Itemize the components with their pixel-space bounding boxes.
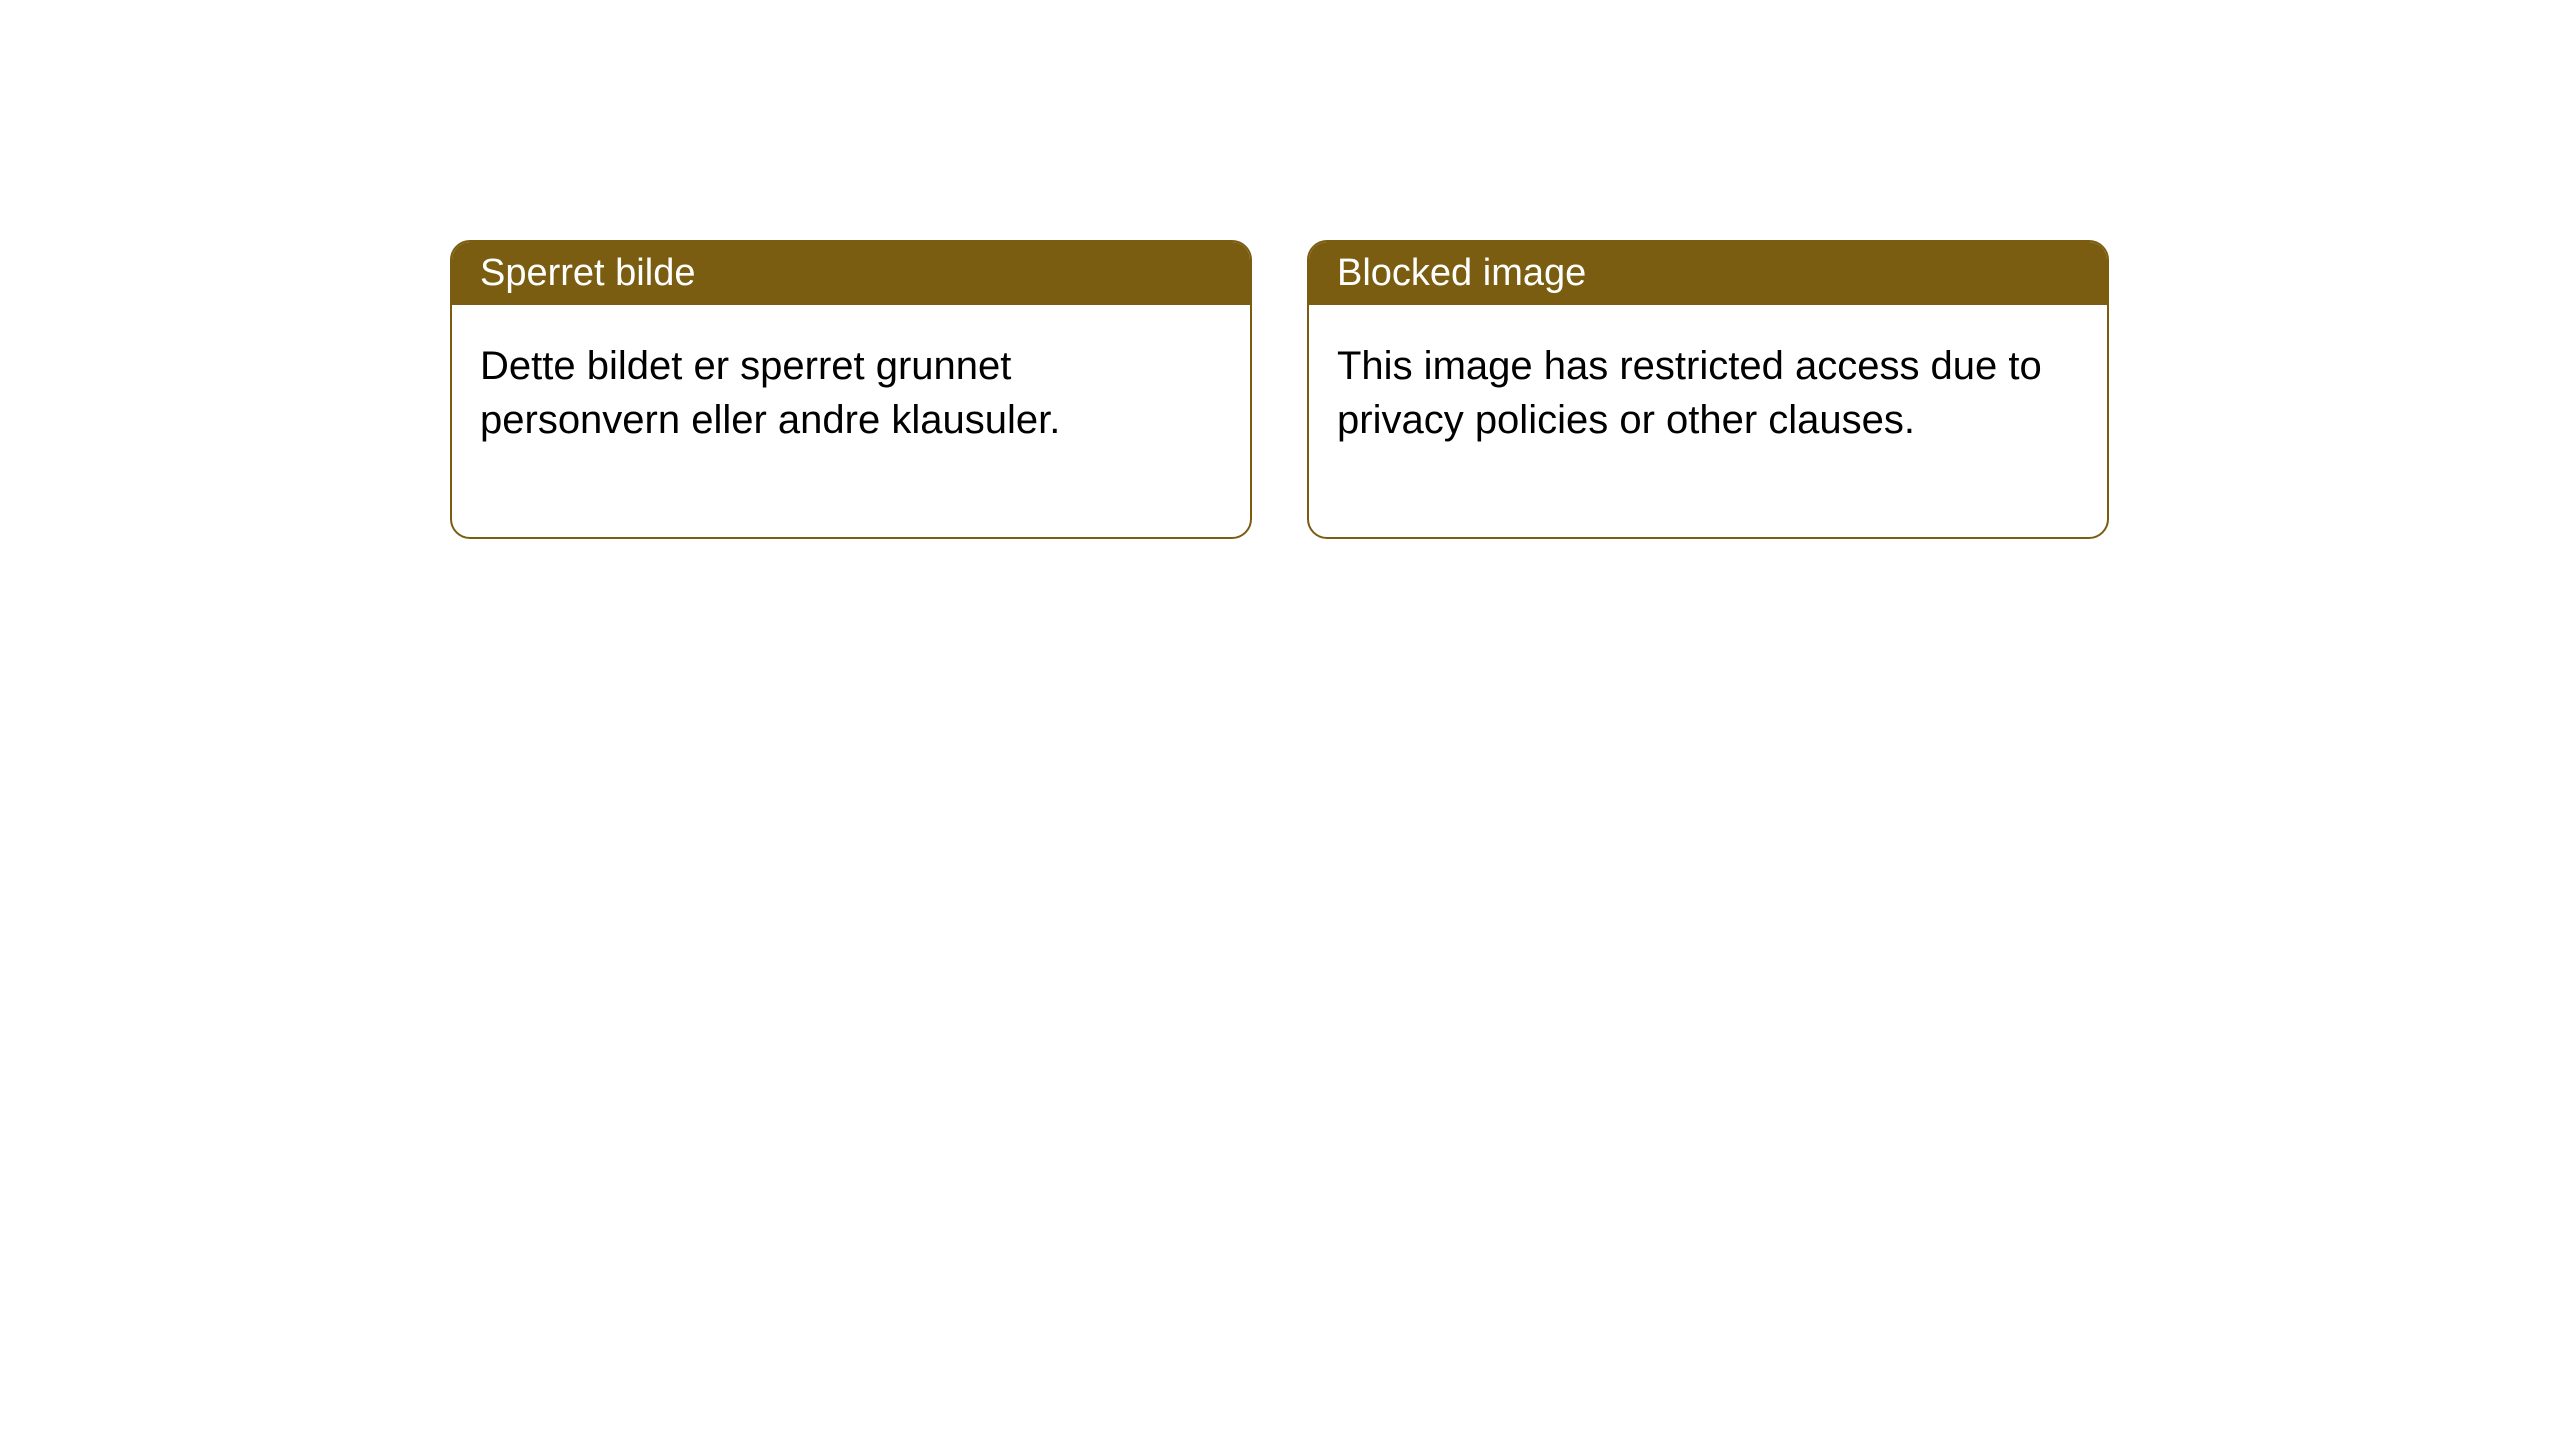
card-title: Sperret bilde [480,252,695,294]
notice-cards-container: Sperret bilde Dette bildet er sperret gr… [450,240,2109,539]
card-body: Dette bildet er sperret grunnet personve… [452,305,1250,537]
card-header: Blocked image [1309,242,2107,305]
notice-card-english: Blocked image This image has restricted … [1307,240,2109,539]
card-header: Sperret bilde [452,242,1250,305]
notice-card-norwegian: Sperret bilde Dette bildet er sperret gr… [450,240,1252,539]
card-body: This image has restricted access due to … [1309,305,2107,537]
card-body-text: Dette bildet er sperret grunnet personve… [480,344,1060,442]
card-body-text: This image has restricted access due to … [1337,344,2042,442]
card-title: Blocked image [1337,252,1586,294]
